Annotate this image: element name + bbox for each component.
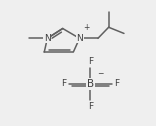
Text: F: F — [61, 80, 66, 88]
Text: F: F — [88, 102, 93, 111]
Text: B: B — [87, 79, 94, 89]
Text: N: N — [44, 34, 51, 43]
Text: N: N — [76, 34, 83, 43]
Text: +: + — [83, 23, 90, 32]
Text: F: F — [114, 80, 119, 88]
Text: −: − — [97, 69, 104, 78]
Text: F: F — [88, 57, 93, 66]
